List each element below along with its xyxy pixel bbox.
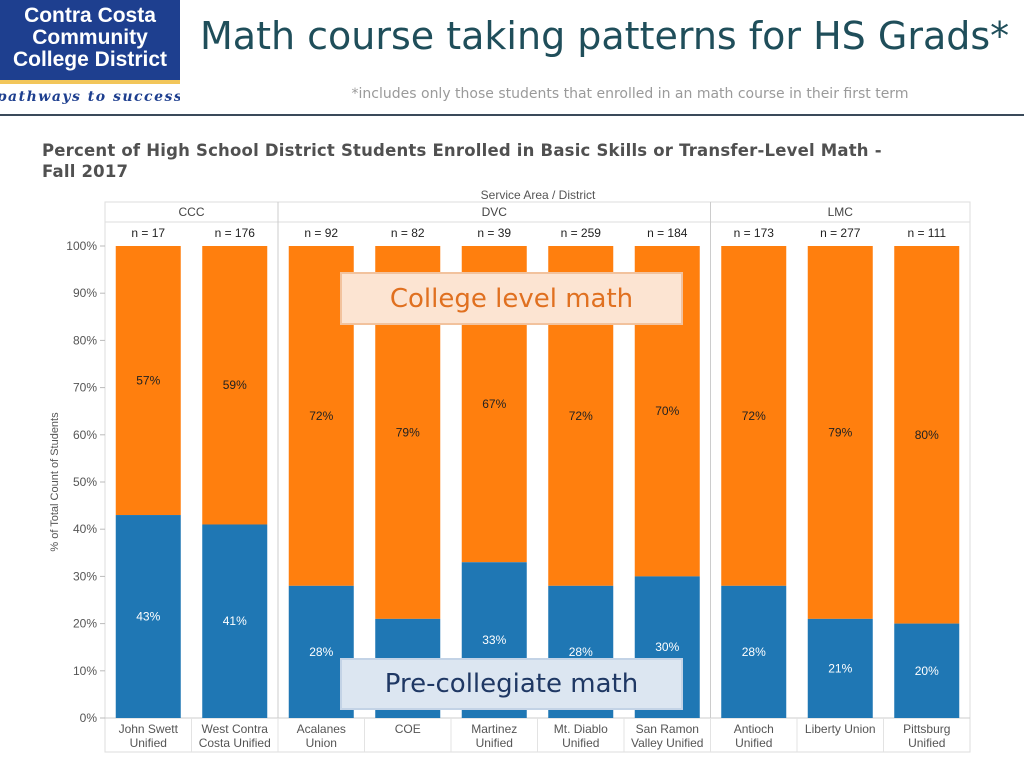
x-category-label: Union: [306, 736, 337, 750]
bar-pre-collegiate: [202, 524, 268, 718]
n-label: n = 176: [215, 226, 256, 240]
bar-college-level: [894, 246, 960, 624]
bar-pre-collegiate: [894, 623, 960, 718]
x-category-label: San Ramon: [636, 722, 699, 736]
bar-pre-collegiate: [721, 585, 787, 718]
x-category-label: Costa Unified: [199, 736, 271, 750]
data-label-pre-collegiate: 33%: [482, 633, 506, 647]
bar-college-level: [721, 246, 787, 586]
data-label-pre-collegiate: 21%: [828, 661, 852, 675]
group-label-lmc: LMC: [828, 205, 854, 219]
n-label: n = 111: [907, 226, 946, 240]
x-category-label: Liberty Union: [805, 722, 876, 736]
data-label-college-level: 79%: [396, 425, 420, 439]
slide-subtitle: *includes only those students that enrol…: [351, 86, 909, 102]
x-category-label: West Contra: [202, 722, 269, 736]
data-label-college-level: 59%: [223, 378, 247, 392]
data-label-pre-collegiate: 28%: [309, 645, 333, 659]
callout-pre-collegiate: Pre-collegiate math: [340, 658, 683, 710]
x-category-label: Antioch: [734, 722, 774, 736]
n-label: n = 184: [647, 226, 688, 240]
n-label: n = 259: [561, 226, 602, 240]
y-tick-label: 10%: [73, 664, 97, 678]
logo-tagline: pathways to success: [0, 89, 180, 105]
data-label-college-level: 80%: [915, 428, 939, 442]
logo-line-2: Community: [32, 26, 148, 49]
n-label: n = 82: [391, 226, 425, 240]
data-label-pre-collegiate: 28%: [742, 645, 766, 659]
callout-college-level: College level math: [340, 272, 683, 325]
x-category-label: Pittsburg: [903, 722, 950, 736]
y-tick-label: 20%: [73, 617, 97, 631]
chart-title-line-2: Fall 2017: [42, 162, 129, 181]
data-label-college-level: 72%: [742, 409, 766, 423]
x-category-label: Acalanes: [297, 722, 346, 736]
y-tick-label: 40%: [73, 522, 97, 536]
data-label-college-level: 79%: [828, 425, 852, 439]
y-tick-label: 90%: [73, 286, 97, 300]
x-category-label: Martinez: [471, 722, 517, 736]
y-tick-label: 0%: [80, 711, 98, 725]
y-axis-label: % of Total Count of Students: [49, 412, 61, 552]
bar-pre-collegiate: [115, 515, 181, 718]
bar-college-level: [807, 246, 873, 619]
header-label: Service Area / District: [481, 188, 596, 202]
logo-background: [0, 0, 180, 80]
y-tick-label: 70%: [73, 381, 97, 395]
logo-line-1: Contra Costa: [24, 4, 156, 27]
header-divider: [0, 114, 1024, 116]
y-tick-label: 50%: [73, 475, 97, 489]
y-tick-label: 30%: [73, 569, 97, 583]
chart-title: Percent of High School District Students…: [42, 140, 882, 182]
data-label-college-level: 70%: [655, 404, 679, 418]
data-label-pre-collegiate: 43%: [136, 610, 160, 624]
logo-graphic: Contra Costa Community College District …: [0, 0, 182, 105]
bar-pre-collegiate: [807, 618, 873, 718]
data-label-college-level: 67%: [482, 397, 506, 411]
district-logo: Contra Costa Community College District …: [0, 0, 182, 108]
n-label: n = 173: [734, 226, 775, 240]
n-label: n = 17: [131, 226, 165, 240]
data-label-pre-collegiate: 28%: [569, 645, 593, 659]
x-category-label: John Swett: [119, 722, 179, 736]
data-label-pre-collegiate: 41%: [223, 614, 247, 628]
data-label-pre-collegiate: 30%: [655, 640, 679, 654]
y-tick-label: 100%: [66, 239, 97, 253]
x-category-label: Mt. Diablo: [554, 722, 608, 736]
x-category-label: COE: [395, 722, 421, 736]
data-label-college-level: 57%: [136, 374, 160, 388]
chart-title-line-1: Percent of High School District Students…: [42, 141, 882, 160]
n-label: n = 277: [820, 226, 861, 240]
n-label: n = 92: [304, 226, 338, 240]
slide-title: Math course taking patterns for HS Grads…: [200, 14, 1010, 58]
data-label-pre-collegiate: 20%: [915, 664, 939, 678]
group-label-dvc: DVC: [482, 205, 508, 219]
bar-college-level: [115, 246, 181, 516]
group-label-ccc: CCC: [179, 205, 205, 219]
bar-college-level: [202, 246, 268, 525]
x-category-label: Unified: [562, 736, 599, 750]
x-category-label: Valley Unified: [631, 736, 703, 750]
data-label-college-level: 72%: [309, 409, 333, 423]
logo-line-3: College District: [13, 48, 167, 71]
y-tick-label: 60%: [73, 428, 97, 442]
y-tick-label: 80%: [73, 333, 97, 347]
x-category-label: Unified: [476, 736, 513, 750]
n-label: n = 39: [477, 226, 511, 240]
logo-band: [0, 80, 180, 84]
x-category-label: Unified: [908, 736, 945, 750]
data-label-college-level: 72%: [569, 409, 593, 423]
x-category-label: Unified: [130, 736, 167, 750]
x-category-label: Unified: [735, 736, 772, 750]
